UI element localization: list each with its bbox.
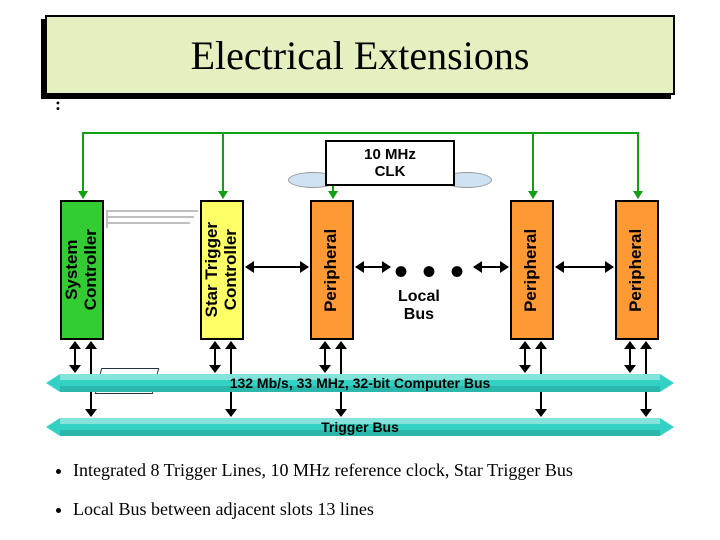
- bus-arrow: [629, 342, 631, 372]
- module-peripheral-3: Peripheral: [615, 200, 659, 340]
- clk-box: 10 MHz CLK: [325, 140, 455, 186]
- architecture-diagram: 10 MHz CLK SystemController Star Trigger…: [40, 120, 680, 380]
- module-label: Peripheral: [323, 228, 342, 311]
- clk-line: [82, 132, 84, 198]
- trigger-bus: Trigger Bus: [60, 418, 660, 436]
- bullet-list: Integrated 8 Trigger Lines, 10 MHz refer…: [55, 460, 573, 538]
- clk-line: [222, 132, 224, 198]
- local-bus-arrow: [246, 266, 308, 268]
- module-peripheral-1: Peripheral: [310, 200, 354, 340]
- clk-line2: CLK: [375, 163, 406, 180]
- clk-line: [82, 132, 637, 134]
- local-bus-arrow: [556, 266, 613, 268]
- module-peripheral-2: Peripheral: [510, 200, 554, 340]
- slide-title-box: Electrical Extensions: [45, 15, 675, 95]
- module-label: SystemController: [63, 229, 100, 310]
- bullet-item: Integrated 8 Trigger Lines, 10 MHz refer…: [73, 460, 573, 481]
- trigger-bus-label: Trigger Bus: [60, 418, 660, 436]
- colon-decor: :: [55, 94, 61, 115]
- clk-line: [532, 132, 534, 198]
- bus-arrow: [214, 342, 216, 372]
- clk-line1: 10 MHz: [364, 146, 416, 163]
- clk-line: [637, 132, 639, 198]
- bus-arrow: [74, 342, 76, 372]
- bus-arrow: [524, 342, 526, 372]
- bus-arrow: [324, 342, 326, 372]
- star-line: [106, 216, 194, 218]
- local-bus-arrow: [474, 266, 508, 268]
- clk-line: [332, 186, 334, 198]
- star-line: [106, 222, 190, 224]
- bullet-item: Local Bus between adjacent slots 13 line…: [73, 499, 573, 520]
- slide-title: Electrical Extensions: [191, 32, 530, 79]
- star-line: [106, 210, 108, 228]
- module-label: Star TriggerController: [203, 222, 240, 317]
- local-bus-arrow: [356, 266, 390, 268]
- computer-bus: 132 Mb/s, 33 MHz, 32-bit Computer Bus: [60, 374, 660, 392]
- module-label: Peripheral: [523, 228, 542, 311]
- star-line: [106, 210, 198, 212]
- module-label: Peripheral: [628, 228, 647, 311]
- computer-bus-label: 132 Mb/s, 33 MHz, 32-bit Computer Bus: [60, 374, 660, 392]
- module-system-controller: SystemController: [60, 200, 104, 340]
- module-star-trigger-controller: Star TriggerController: [200, 200, 244, 340]
- local-bus-label: Local Bus: [398, 288, 440, 323]
